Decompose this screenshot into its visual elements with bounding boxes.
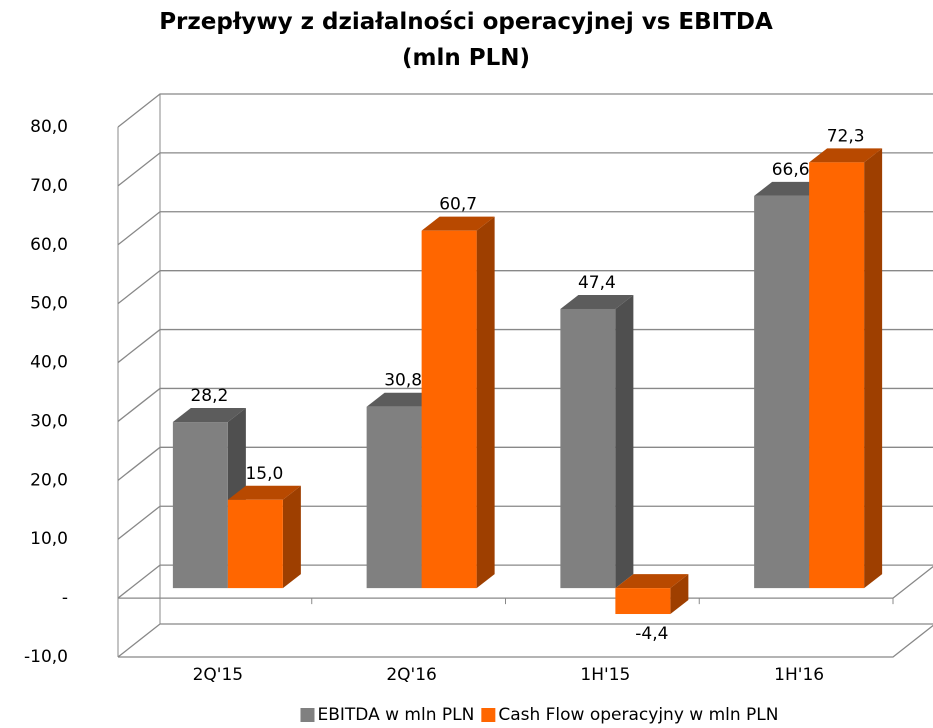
grid-line [117,623,933,658]
bar-top [421,216,495,231]
bar-top [172,408,246,423]
bar [615,574,689,615]
grid-line [117,328,933,364]
y-tick-label: 60,0 [30,235,68,255]
bar-front [809,162,865,589]
grid-line [117,152,933,187]
y-tick-label: - [62,588,68,608]
bar-top [560,294,634,309]
bar-top [615,574,689,589]
y-tick-label: 10,0 [30,529,68,549]
grid-line [117,446,933,481]
y-tick-label: 80,0 [30,117,68,137]
grid-line [117,387,933,422]
grid-line [117,564,933,599]
data-label: 72,3 [827,126,865,146]
data-label: 28,2 [190,386,228,406]
legend-swatch [481,708,496,722]
data-label: 66,6 [772,160,810,180]
floor-line [118,624,933,658]
data-label: -4,4 [635,624,668,644]
grid-line [117,93,933,128]
x-tick-label: 2Q'15 [193,665,244,685]
bar-side [864,148,883,589]
bar-side [670,574,689,615]
y-tick-label: 20,0 [30,470,68,490]
x-tick-label: 1H'15 [580,665,630,685]
x-tick-label: 1H'16 [774,665,824,685]
bar-side [282,485,301,589]
bar-front [227,499,283,589]
bar-top [227,485,301,500]
bar-front [615,588,671,615]
grid-line [117,505,933,540]
bar-front [421,230,477,589]
bar-front [560,308,616,589]
bar-side [615,294,634,589]
y-tick-label: 70,0 [30,176,68,196]
y-tick-label: -10,0 [24,647,68,667]
bar [809,148,883,589]
grid-line [117,211,933,246]
bar-front [754,195,810,589]
data-label: 15,0 [245,464,283,484]
data-label: 30,8 [384,371,422,391]
legend-label: Cash Flow operacyjny w mln PLN [498,705,778,725]
data-label: 60,7 [439,195,477,215]
bar-front [366,406,422,589]
legend-swatch [300,708,315,722]
chart-title: Przepływy z działalności operacyjnej vs … [159,9,773,71]
grid-line [117,270,933,305]
y-tick-label: 30,0 [30,411,68,431]
bar-front [172,422,228,589]
bar-top [754,181,828,196]
bar [227,485,301,589]
bar-side [476,216,495,589]
bar-top [809,148,883,163]
bar [421,216,495,589]
x-tick-label: 2Q'16 [386,665,437,685]
y-tick-label: 50,0 [30,294,68,314]
bar-top [366,392,440,407]
bar [560,294,634,589]
y-tick-label: 40,0 [30,353,68,373]
legend-label: EBITDA w mln PLN [317,705,474,725]
data-label: 47,4 [578,273,616,293]
